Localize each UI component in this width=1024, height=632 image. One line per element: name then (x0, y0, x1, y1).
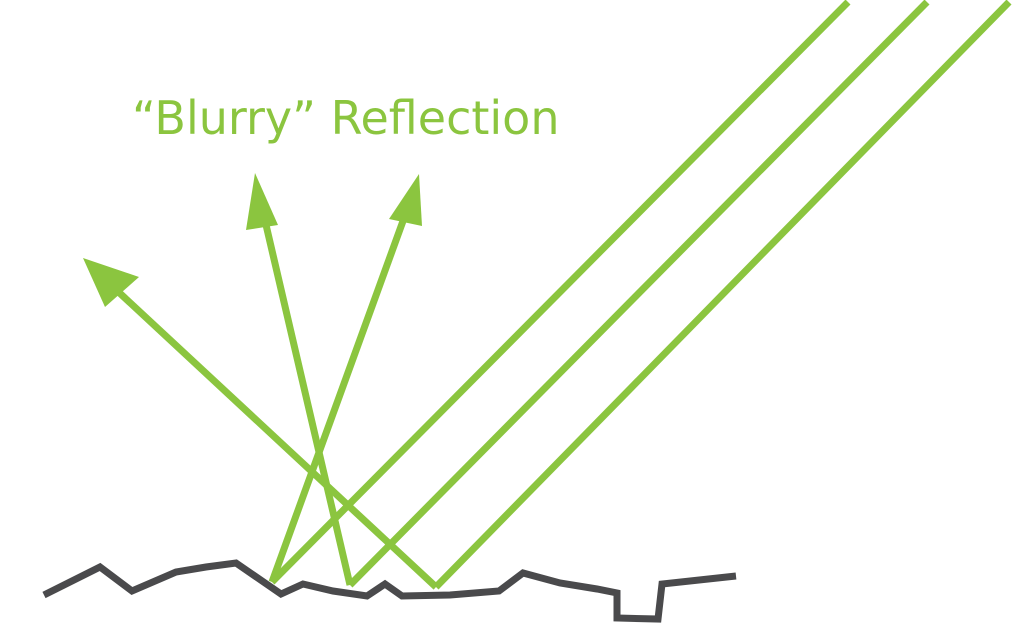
diagram-title: “Blurry” Reflection (132, 91, 559, 145)
rough-surface (42, 559, 737, 623)
arrowhead-left (83, 258, 139, 307)
reflected-ray-right (268, 208, 411, 584)
incident-ray-2 (347, 0, 930, 588)
incident-ray-1 (269, 0, 851, 585)
reflected-ray-middle (259, 211, 354, 586)
reflected-ray-left (108, 282, 439, 590)
arrowhead-right (389, 174, 422, 226)
incident-rays (269, 0, 1012, 590)
incident-ray-3 (433, 0, 1012, 590)
arrowheads (83, 173, 422, 307)
arrowhead-middle (246, 173, 278, 230)
reflected-rays (108, 208, 439, 590)
